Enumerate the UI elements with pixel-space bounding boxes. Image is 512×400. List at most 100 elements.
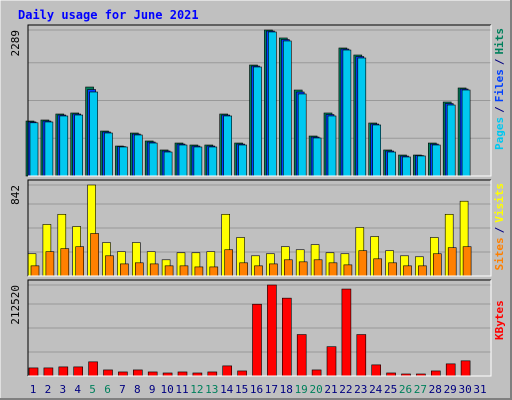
x-tick-label: 25 bbox=[384, 383, 397, 396]
bar bbox=[462, 246, 472, 277]
bar bbox=[253, 66, 262, 177]
legend-entry: Visits bbox=[493, 183, 506, 223]
bar bbox=[164, 265, 174, 277]
legend: Sites / Visits bbox=[493, 183, 506, 271]
legend-entry: Pages bbox=[493, 117, 506, 150]
x-tick-label: 9 bbox=[149, 383, 156, 396]
x-tick-label: 7 bbox=[119, 383, 126, 396]
bar bbox=[446, 104, 456, 177]
panel-bevel bbox=[27, 279, 491, 376]
bar bbox=[341, 288, 352, 377]
bar bbox=[403, 265, 412, 277]
bar bbox=[194, 266, 204, 277]
bar bbox=[431, 144, 441, 177]
x-tick-label: 20 bbox=[309, 383, 322, 396]
bar bbox=[282, 40, 292, 177]
x-tick-label: 1 bbox=[30, 383, 37, 396]
panel-bevel bbox=[28, 25, 492, 177]
x-tick-label: 31 bbox=[473, 383, 486, 396]
bar bbox=[224, 249, 233, 277]
bar bbox=[118, 371, 128, 377]
bar bbox=[60, 248, 70, 277]
bar bbox=[387, 151, 396, 177]
x-tick-label: 26 bbox=[399, 383, 412, 396]
bar bbox=[283, 259, 293, 277]
bar bbox=[372, 124, 382, 177]
bar bbox=[373, 258, 383, 277]
y-tick-label: 212520 bbox=[9, 285, 22, 325]
bar bbox=[90, 233, 99, 277]
bar bbox=[417, 155, 426, 177]
legend: Pages / Files / Hits bbox=[493, 28, 506, 150]
bar bbox=[268, 31, 277, 177]
y-tick-label: 2289 bbox=[9, 30, 22, 57]
legend-entry: Hits bbox=[493, 28, 506, 55]
bar bbox=[149, 263, 159, 277]
bar bbox=[432, 253, 442, 277]
panel-bevel bbox=[28, 280, 492, 377]
bar bbox=[296, 334, 307, 377]
x-tick-label: 11 bbox=[175, 383, 188, 396]
x-tick-label: 30 bbox=[458, 383, 471, 396]
bar bbox=[418, 265, 427, 277]
legend: KBytes bbox=[493, 300, 506, 340]
bar bbox=[58, 366, 69, 377]
bar bbox=[133, 369, 143, 377]
x-tick-label: 27 bbox=[414, 383, 427, 396]
x-tick-label: 29 bbox=[444, 383, 457, 396]
bar bbox=[371, 364, 382, 377]
bar bbox=[45, 251, 55, 277]
bar bbox=[239, 262, 248, 277]
bar bbox=[148, 142, 158, 177]
bar bbox=[445, 363, 456, 377]
bar bbox=[119, 146, 128, 177]
bar bbox=[342, 49, 352, 177]
bar bbox=[269, 263, 278, 277]
legend-entry: Sites bbox=[493, 237, 506, 270]
bar bbox=[179, 265, 189, 277]
bar bbox=[402, 156, 411, 177]
bar bbox=[252, 303, 262, 377]
bar bbox=[120, 263, 129, 277]
bar bbox=[388, 262, 397, 277]
bar bbox=[105, 255, 114, 277]
bar bbox=[44, 121, 54, 177]
bar bbox=[297, 93, 307, 177]
bar bbox=[134, 134, 143, 177]
x-tick-label: 3 bbox=[59, 383, 66, 396]
bar bbox=[74, 114, 83, 177]
x-tick-label: 14 bbox=[220, 383, 234, 396]
bar bbox=[281, 297, 292, 377]
bar bbox=[357, 57, 367, 177]
x-tick-label: 6 bbox=[104, 383, 111, 396]
bar bbox=[223, 115, 232, 177]
bar bbox=[312, 137, 322, 177]
bar bbox=[75, 246, 84, 277]
bar bbox=[30, 265, 40, 277]
bar bbox=[178, 144, 188, 177]
bar bbox=[343, 264, 353, 277]
x-tick-label: 4 bbox=[74, 383, 81, 396]
legend-separator: / bbox=[493, 226, 506, 233]
bar bbox=[267, 284, 277, 377]
bar bbox=[326, 346, 337, 377]
bar bbox=[460, 360, 471, 377]
bar bbox=[43, 367, 54, 377]
x-tick-label: 22 bbox=[339, 383, 352, 396]
bar bbox=[135, 262, 144, 277]
x-tick-label: 21 bbox=[324, 383, 337, 396]
bar bbox=[358, 250, 368, 277]
x-tick-label: 19 bbox=[295, 383, 308, 396]
bar bbox=[104, 132, 113, 177]
legend-entry: KBytes bbox=[493, 300, 506, 340]
bar bbox=[209, 266, 219, 277]
bar bbox=[193, 146, 203, 177]
x-tick-label: 2 bbox=[45, 383, 52, 396]
x-tick-label: 24 bbox=[369, 383, 383, 396]
bar bbox=[447, 247, 457, 277]
bar bbox=[88, 361, 98, 377]
chart-title: Daily usage for June 2021 bbox=[18, 8, 199, 22]
x-tick-label: 15 bbox=[235, 383, 248, 396]
bar bbox=[311, 369, 322, 377]
